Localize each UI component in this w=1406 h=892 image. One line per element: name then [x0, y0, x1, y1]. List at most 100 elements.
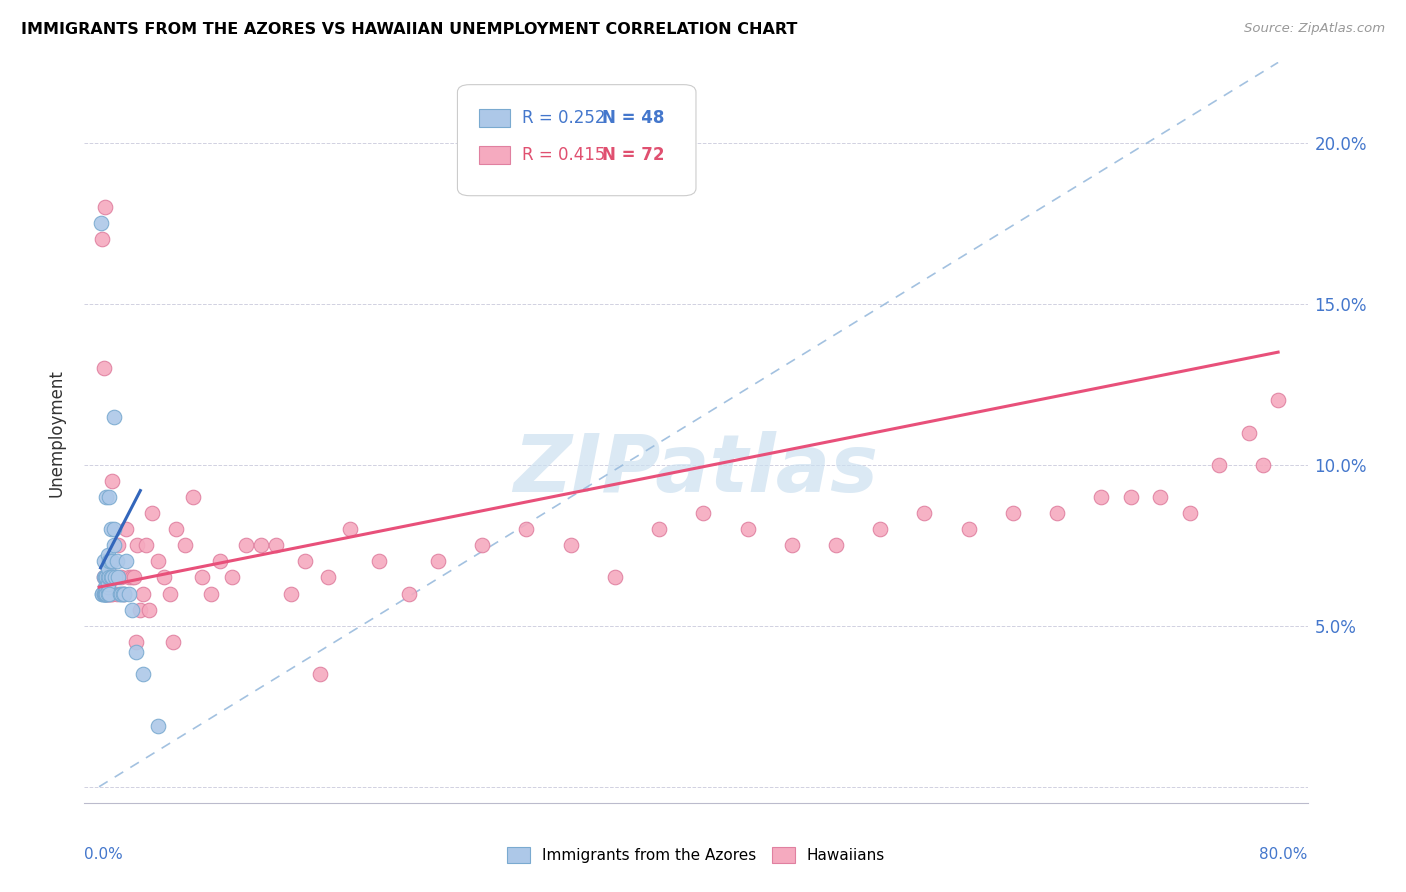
Point: [1119, 490, 1142, 504]
Point: [648, 522, 671, 536]
Point: [96, 570, 118, 584]
Point: [91, 586, 114, 600]
Point: [103, 570, 125, 584]
Point: [101, 586, 124, 600]
Point: [94, 580, 117, 594]
Point: [97, 580, 120, 594]
Point: [91, 232, 114, 246]
Point: [98, 586, 121, 600]
Point: [138, 602, 160, 616]
Point: [1208, 458, 1230, 472]
Point: [191, 570, 214, 584]
Point: [560, 538, 582, 552]
Point: [1253, 458, 1275, 472]
Point: [98, 490, 121, 504]
Point: [93, 361, 115, 376]
Point: [957, 522, 980, 536]
Point: [105, 586, 128, 600]
Point: [96, 586, 118, 600]
Text: N = 72: N = 72: [602, 146, 664, 164]
Y-axis label: Unemployment: Unemployment: [48, 368, 66, 497]
Bar: [479, 145, 510, 164]
Text: 80.0%: 80.0%: [1260, 847, 1308, 863]
Point: [108, 586, 131, 600]
Point: [125, 635, 148, 649]
Point: [1149, 490, 1171, 504]
Point: [100, 586, 122, 600]
Point: [737, 522, 759, 536]
Point: [1001, 506, 1024, 520]
Point: [103, 522, 125, 536]
Bar: [479, 109, 510, 128]
Text: N = 48: N = 48: [602, 109, 664, 127]
Point: [264, 538, 287, 552]
FancyBboxPatch shape: [457, 85, 696, 195]
Point: [97, 570, 120, 584]
Point: [91, 586, 114, 600]
Point: [153, 570, 176, 584]
Point: [692, 506, 714, 520]
Point: [515, 522, 537, 536]
Point: [141, 506, 163, 520]
Point: [101, 570, 124, 584]
Point: [173, 538, 195, 552]
Point: [114, 522, 136, 536]
Point: [96, 490, 118, 504]
Point: [104, 570, 127, 584]
Point: [159, 586, 181, 600]
Point: [107, 538, 129, 552]
Point: [132, 667, 155, 681]
Text: R = 0.252: R = 0.252: [522, 109, 606, 127]
Point: [146, 554, 169, 568]
Point: [98, 570, 121, 584]
Point: [105, 554, 128, 568]
Point: [398, 586, 420, 600]
Text: Source: ZipAtlas.com: Source: ZipAtlas.com: [1244, 22, 1385, 36]
Point: [869, 522, 891, 536]
Point: [825, 538, 848, 552]
Point: [104, 570, 127, 584]
Point: [97, 586, 120, 600]
Point: [132, 586, 155, 600]
Point: [103, 409, 125, 424]
Point: [129, 602, 152, 616]
Point: [93, 570, 115, 584]
Point: [100, 522, 122, 536]
Point: [101, 474, 124, 488]
Point: [121, 602, 143, 616]
Point: [117, 586, 139, 600]
Point: [124, 570, 146, 584]
Point: [294, 554, 316, 568]
Point: [96, 580, 118, 594]
Point: [1178, 506, 1201, 520]
Point: [97, 561, 120, 575]
Point: [221, 570, 243, 584]
Point: [1267, 393, 1289, 408]
Point: [112, 586, 135, 600]
Point: [94, 570, 117, 584]
Point: [912, 506, 935, 520]
Point: [97, 548, 120, 562]
Point: [1090, 490, 1112, 504]
Point: [96, 586, 118, 600]
Point: [96, 586, 118, 600]
Text: IMMIGRANTS FROM THE AZORES VS HAWAIIAN UNEMPLOYMENT CORRELATION CHART: IMMIGRANTS FROM THE AZORES VS HAWAIIAN U…: [21, 22, 797, 37]
Point: [427, 554, 450, 568]
Point: [280, 586, 302, 600]
Point: [98, 554, 121, 568]
Point: [110, 570, 132, 584]
Point: [101, 554, 124, 568]
Point: [114, 554, 136, 568]
Point: [93, 554, 115, 568]
Point: [208, 554, 231, 568]
Text: ZIPatlas: ZIPatlas: [513, 431, 879, 508]
Point: [309, 667, 332, 681]
Point: [93, 586, 115, 600]
Point: [1237, 425, 1260, 440]
Text: R = 0.415: R = 0.415: [522, 146, 606, 164]
Point: [250, 538, 273, 552]
Point: [339, 522, 361, 536]
Point: [97, 586, 120, 600]
Text: 0.0%: 0.0%: [84, 847, 124, 863]
Point: [603, 570, 626, 584]
